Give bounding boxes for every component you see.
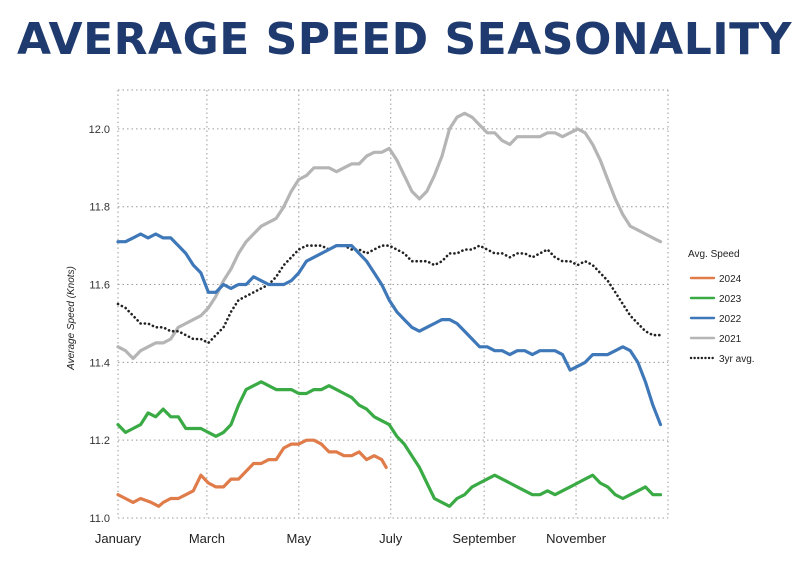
legend-title: Avg. Speed	[688, 249, 740, 260]
legend: Avg. Speed 2024 2023 2022 2021 3yr avg.	[688, 249, 755, 365]
legend-label: 3yr avg.	[719, 354, 755, 365]
series-line-2024	[116, 438, 388, 508]
x-tick-label: July	[379, 531, 403, 546]
y-tick-label: 11.0	[89, 513, 110, 525]
x-tick-label: March	[189, 531, 225, 546]
legend-label: 2024	[719, 274, 742, 285]
series-line-2022	[116, 232, 663, 427]
x-axis-ticks: January March May July September November	[95, 531, 607, 546]
legend-label: 2021	[719, 334, 742, 345]
x-tick-label: November	[546, 531, 607, 546]
chart-title: AVERAGE SPEED SEASONALITY	[16, 14, 793, 65]
y-axis-label: Average Speed (Knots)	[66, 266, 77, 371]
x-tick-label: January	[95, 531, 142, 546]
y-tick-label: 11.8	[89, 202, 110, 214]
series-line-2023	[116, 380, 663, 508]
grid-lines	[117, 89, 669, 519]
x-tick-label: May	[287, 531, 312, 546]
legend-label: 2023	[719, 294, 742, 305]
y-tick-label: 11.2	[89, 435, 110, 447]
data-series	[116, 111, 663, 508]
y-tick-label: 11.6	[89, 280, 110, 292]
y-axis-ticks: 11.0 11.2 11.4 11.6 11.8 12.0	[89, 124, 110, 525]
legend-label: 2022	[719, 314, 742, 325]
x-tick-label: September	[452, 531, 516, 546]
series-line-2021	[116, 111, 663, 361]
y-tick-label: 11.4	[89, 357, 110, 369]
y-tick-label: 12.0	[89, 124, 110, 136]
series-line-3yr-avg	[116, 244, 662, 345]
